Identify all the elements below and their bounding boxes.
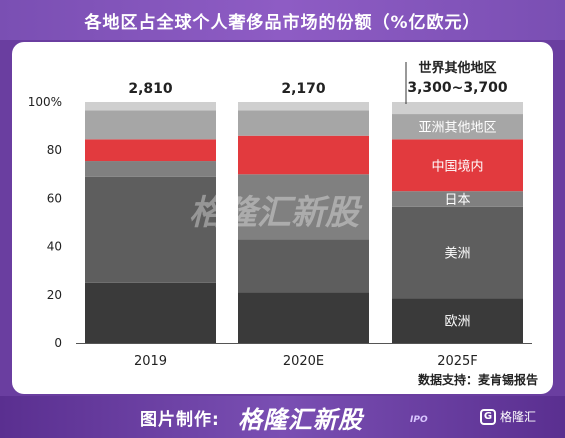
x-tick-label-2025f: 2025F [437,354,478,369]
total-label-2025f: 3,300~3,700 [407,80,508,96]
bar-segment-2019-4 [85,110,216,140]
segment-label-3: 中国境内 [431,158,483,174]
source-note: 数据支持：麦肯锡报告 [418,372,538,387]
ipo-tag: IPO [410,415,428,425]
brand-logo-text: 格隆汇新股 [238,406,363,434]
y-tick-label-60: 60 [47,191,62,205]
bar-segment-2020e-5 [238,102,369,111]
corner-logo-label: 格隆汇 [500,410,537,424]
corner-logo: G 格隆汇 [480,408,536,425]
x-tick-label-2020e: 2020E [283,354,324,369]
y-tick-label-100: 100% [28,95,62,109]
footer-banner: 图片制作: 格隆汇新股 IPO G 格隆汇 [0,396,565,438]
segment-label-4: 亚洲其他地区 [418,121,496,136]
title-banner: 各地区占全球个人奢侈品市场的份额（%亿欧元） [0,0,565,40]
bar-segment-2025f-0 [392,298,523,343]
y-tick-label-80: 80 [47,143,62,157]
total-label-2019: 2,810 [128,81,173,97]
y-tick-label-20: 20 [47,288,62,302]
bar-segment-2020e-0 [238,292,369,343]
y-tick-label-40: 40 [47,240,62,254]
bar-segment-2020e-2 [238,174,369,240]
bar-segment-2019-3 [85,139,216,162]
labels-layer: 2019 2,810 2020E 2,170 欧洲 美洲 日本 中国境内 亚洲其他地区 2025F… [128,60,508,369]
bar-segment-2025f-1 [392,206,523,299]
total-label-2020e: 2,170 [281,81,326,97]
watermark: 格隆汇新股 [189,193,363,233]
bar-segment-2020e-4 [238,110,369,136]
bar-segment-2025f-3 [392,139,523,192]
chart-card: 0 20 40 60 80 100% 2019 2,810 2020E 2,170 欧洲 美洲 日本 中… [12,42,553,394]
callout-label: 世界其他地区 [418,60,496,76]
segment-label-2: 日本 [444,193,470,208]
bar-segment-2019-0 [85,282,216,343]
bar-segment-2025f-2 [392,191,523,207]
bar-segment-2019-2 [85,161,216,177]
bar-segment-2020e-1 [238,239,369,293]
bars-layer [76,102,532,344]
g-logo-icon: G [480,408,496,425]
segment-label-0: 欧洲 [444,315,470,330]
segment-label-1: 美洲 [444,247,470,262]
bar-segment-2025f-4 [392,114,523,140]
stacked-bar-chart: 0 20 40 60 80 100% 2019 2,810 2020E 2,170 欧洲 美洲 日本 中… [28,60,538,387]
bar-segment-2019-1 [85,176,216,283]
maker-label: 图片制作: [140,410,220,430]
y-tick-label-0: 0 [54,336,62,350]
bar-segment-2020e-3 [238,135,369,175]
y-axis: 0 20 40 60 80 100% [28,95,62,350]
bar-segment-2025f-5 [392,102,523,115]
page-title: 各地区占全球个人奢侈品市场的份额（%亿欧元） [84,12,481,33]
bar-segment-2019-5 [85,102,216,111]
x-tick-label-2019: 2019 [134,354,167,369]
